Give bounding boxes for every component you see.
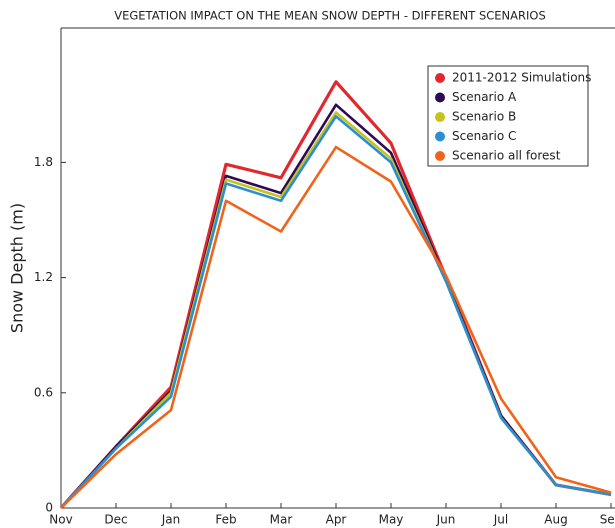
x-tick-label: Feb <box>215 513 236 527</box>
legend: 2011-2012 Simulations Scenario A Scenario … <box>427 65 591 167</box>
legend-marker <box>435 131 445 142</box>
x-tick-label: Apr <box>326 513 347 527</box>
x-tick-label: Nov <box>49 513 72 527</box>
legend-box <box>427 65 589 167</box>
y-tick-label: 1.2 <box>34 270 53 284</box>
x-tick-label: Jan <box>161 513 181 527</box>
legend-label: Scenario C <box>452 129 516 143</box>
legend-label: Scenario B <box>452 110 516 124</box>
y-tick-label: 0 <box>45 501 53 515</box>
legend-marker <box>435 92 445 103</box>
legend-marker <box>435 73 445 83</box>
y-tick-label: 1.8 <box>34 155 53 169</box>
x-tick-label: Jun <box>436 513 456 527</box>
y-tick-label: 0.6 <box>34 385 53 399</box>
series-line <box>60 115 612 509</box>
legend-label: Scenario all forest <box>452 149 561 163</box>
legend-marker <box>435 151 445 161</box>
legend-label: Scenario A <box>452 90 517 104</box>
x-tick-label: May <box>379 513 404 527</box>
x-tick-label: Mar <box>270 513 293 527</box>
x-tick-label: Aug <box>544 513 567 527</box>
legend-marker <box>435 112 445 122</box>
x-tick-label: Sep <box>600 513 615 527</box>
legend-label: 2011-2012 Simulations <box>452 71 591 85</box>
y-axis-label: Snow Depth (m) <box>8 203 27 333</box>
series-line <box>60 145 612 509</box>
x-tick-label: Dec <box>104 513 127 527</box>
x-tick-label: Jul <box>493 513 508 527</box>
chart-title: VEGETATION IMPACT ON THE MEAN SNOW DEPTH… <box>114 9 546 23</box>
